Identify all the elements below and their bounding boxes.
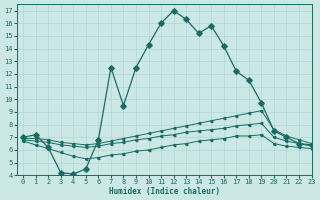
X-axis label: Humidex (Indice chaleur): Humidex (Indice chaleur)	[109, 187, 220, 196]
